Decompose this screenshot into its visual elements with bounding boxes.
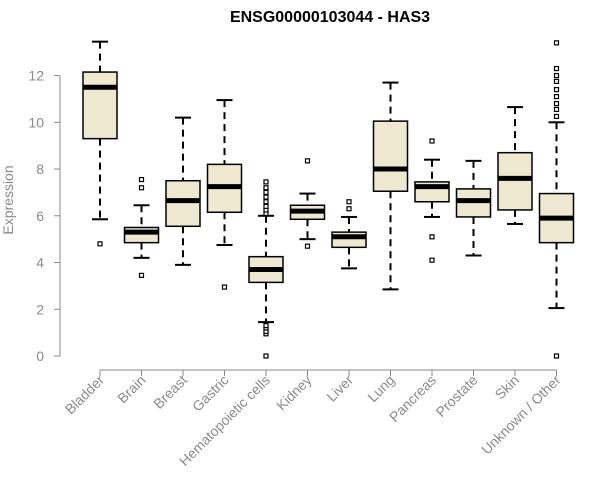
box-kidney <box>289 158 326 249</box>
outlier-point <box>263 323 269 329</box>
outlier-point <box>346 199 352 205</box>
x-tick-label: Skin <box>492 372 523 403</box>
outlier-point <box>138 176 145 183</box>
outlier-point <box>553 100 560 107</box>
outlier-point <box>553 113 560 120</box>
outlier-point <box>553 72 560 79</box>
outlier-point <box>263 179 269 185</box>
outlier-point <box>553 86 560 93</box>
outlier-point <box>304 158 311 164</box>
y-axis: 0 2 4 6 8 10 12 <box>28 68 61 364</box>
outlier-point <box>553 93 560 100</box>
box-body <box>82 71 118 140</box>
x-tick-label: Breast <box>150 372 190 412</box>
y-tick-label: 0 <box>36 348 44 364</box>
outlier-point <box>429 138 435 144</box>
outlier-point <box>429 234 435 240</box>
box-liver <box>331 199 367 270</box>
box-hematopoietic-cells <box>248 179 284 359</box>
y-tick-label: 6 <box>36 208 44 224</box>
y-tick-label: 2 <box>36 301 44 317</box>
outlier-point <box>553 78 560 84</box>
y-tick-label: 10 <box>28 114 44 130</box>
box-body <box>497 151 533 211</box>
outlier-point <box>553 40 560 46</box>
outlier-point <box>263 199 269 205</box>
x-tick-label: Liver <box>323 372 356 405</box>
x-tick-label: Brain <box>114 372 148 406</box>
box-breast <box>165 116 201 266</box>
x-tick-label: Prostate <box>432 372 480 420</box>
outlier-point <box>304 243 311 249</box>
y-axis-label: Expression <box>0 165 16 234</box>
box-skin <box>497 106 533 225</box>
x-tick-label: Kidney <box>273 372 315 414</box>
outlier-point <box>221 284 228 290</box>
box-pancreas <box>414 138 450 263</box>
box-series <box>82 40 575 359</box>
box-brain <box>123 176 160 278</box>
box-unknown-other <box>538 40 575 359</box>
y-tick-label: 8 <box>36 161 44 177</box>
outlier-point <box>553 106 560 113</box>
outlier-point <box>346 206 352 212</box>
outlier-point <box>138 272 145 278</box>
outlier-point <box>263 194 269 200</box>
box-bladder <box>82 40 118 247</box>
box-prostate <box>455 159 492 257</box>
outlier-point <box>429 257 435 263</box>
box-lung <box>372 81 409 291</box>
y-tick-label: 4 <box>36 255 44 271</box>
outlier-point <box>553 65 560 72</box>
outlier-point <box>263 189 269 196</box>
x-tick-label: Lung <box>364 372 397 405</box>
outlier-point <box>97 241 103 247</box>
x-tick-label: Unknown / Other <box>478 372 564 458</box>
box-body <box>165 179 201 228</box>
outlier-point <box>553 353 560 359</box>
outlier-point <box>263 353 269 359</box>
x-tick-label: Bladder <box>62 372 108 418</box>
box-body <box>372 120 409 192</box>
outlier-point <box>263 203 269 210</box>
y-tick-label: 12 <box>28 68 44 84</box>
box-gastric <box>206 99 243 290</box>
outlier-point <box>263 185 269 191</box>
outlier-point <box>138 185 145 191</box>
chart-title: ENSG00000103044 - HAS3 <box>230 9 430 26</box>
